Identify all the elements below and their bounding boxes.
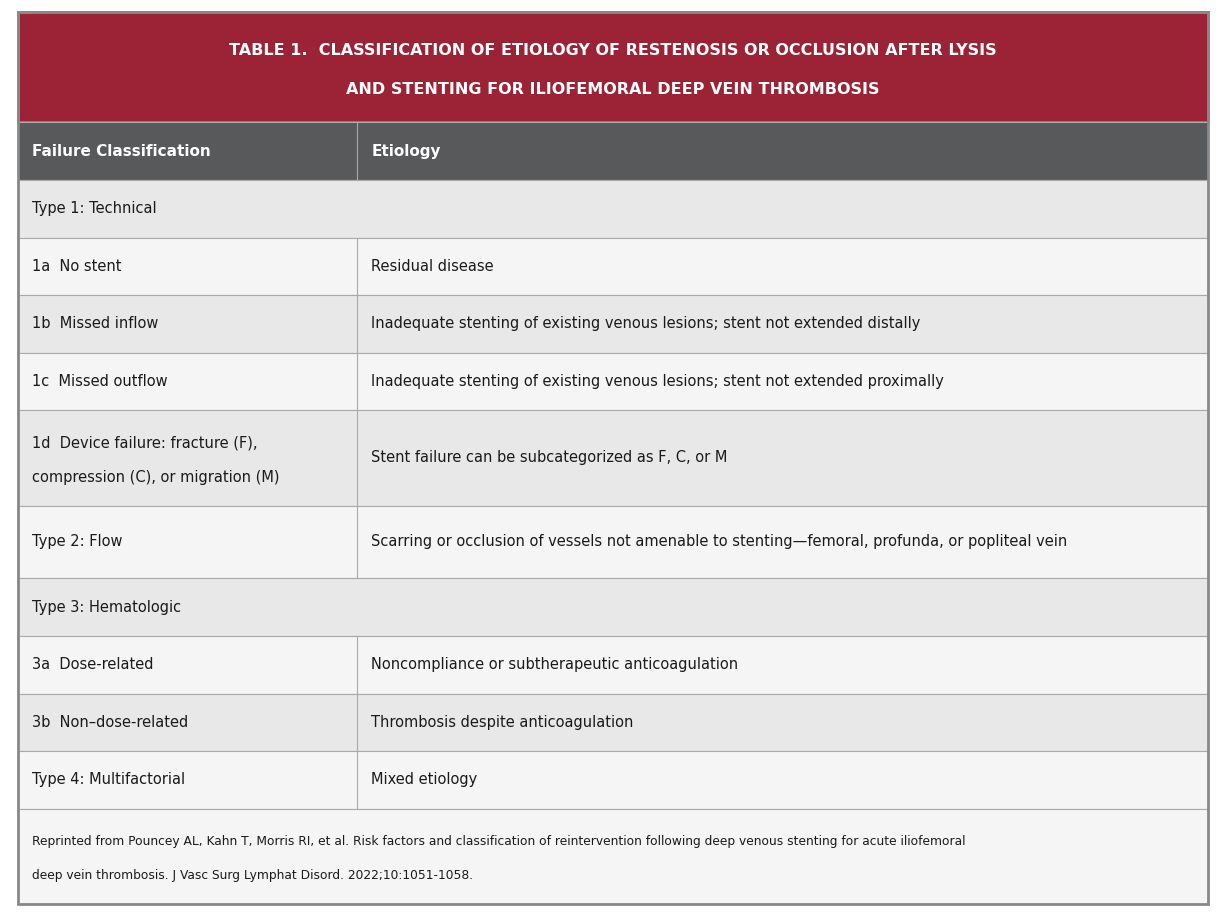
Text: Failure Classification: Failure Classification	[32, 144, 211, 158]
Text: Etiology: Etiology	[371, 144, 440, 158]
Text: compression (C), or migration (M): compression (C), or migration (M)	[32, 470, 280, 485]
Bar	[18, 809, 1208, 904]
Bar	[18, 353, 1208, 410]
Bar	[18, 693, 1208, 751]
Bar	[18, 180, 1208, 237]
Text: Type 1: Technical: Type 1: Technical	[32, 202, 157, 216]
Bar	[18, 122, 1208, 180]
Text: Residual disease: Residual disease	[371, 259, 494, 274]
Bar	[18, 295, 1208, 353]
Text: Type 3: Hematologic: Type 3: Hematologic	[32, 600, 181, 615]
Bar	[18, 636, 1208, 693]
Text: TABLE 1.  CLASSIFICATION OF ETIOLOGY OF RESTENOSIS OR OCCLUSION AFTER LYSIS: TABLE 1. CLASSIFICATION OF ETIOLOGY OF R…	[229, 43, 997, 58]
Text: Mixed etiology: Mixed etiology	[371, 772, 477, 788]
Text: Noncompliance or subtherapeutic anticoagulation: Noncompliance or subtherapeutic anticoag…	[371, 657, 738, 672]
Bar	[18, 12, 1208, 122]
Bar	[18, 578, 1208, 636]
Text: Scarring or occlusion of vessels not amenable to stenting—femoral, profunda, or : Scarring or occlusion of vessels not ame…	[371, 534, 1068, 550]
Text: Type 2: Flow: Type 2: Flow	[32, 534, 123, 550]
Text: Inadequate stenting of existing venous lesions; stent not extended proximally: Inadequate stenting of existing venous l…	[371, 374, 944, 389]
Bar	[18, 506, 1208, 578]
Text: deep vein thrombosis. J Vasc Surg Lymphat Disord. 2022;10:1051-1058.: deep vein thrombosis. J Vasc Surg Lympha…	[32, 869, 473, 882]
Bar	[18, 237, 1208, 295]
Text: Type 4: Multifactorial: Type 4: Multifactorial	[32, 772, 185, 788]
Text: Stent failure can be subcategorized as F, C, or M: Stent failure can be subcategorized as F…	[371, 451, 727, 465]
Text: 1d  Device failure: fracture (F),: 1d Device failure: fracture (F),	[32, 435, 257, 451]
Bar	[18, 751, 1208, 809]
Text: 1a  No stent: 1a No stent	[32, 259, 121, 274]
Text: Inadequate stenting of existing venous lesions; stent not extended distally: Inadequate stenting of existing venous l…	[371, 316, 921, 332]
Bar	[18, 410, 1208, 506]
Text: 3b  Non–dose-related: 3b Non–dose-related	[32, 714, 189, 730]
Text: Thrombosis despite anticoagulation: Thrombosis despite anticoagulation	[371, 714, 634, 730]
Text: 1b  Missed inflow: 1b Missed inflow	[32, 316, 158, 332]
Text: 1c  Missed outflow: 1c Missed outflow	[32, 374, 168, 389]
Text: AND STENTING FOR ILIOFEMORAL DEEP VEIN THROMBOSIS: AND STENTING FOR ILIOFEMORAL DEEP VEIN T…	[346, 82, 880, 97]
Text: Reprinted from Pouncey AL, Kahn T, Morris RI, et al. Risk factors and classifica: Reprinted from Pouncey AL, Kahn T, Morri…	[32, 834, 966, 847]
Text: 3a  Dose-related: 3a Dose-related	[32, 657, 153, 672]
